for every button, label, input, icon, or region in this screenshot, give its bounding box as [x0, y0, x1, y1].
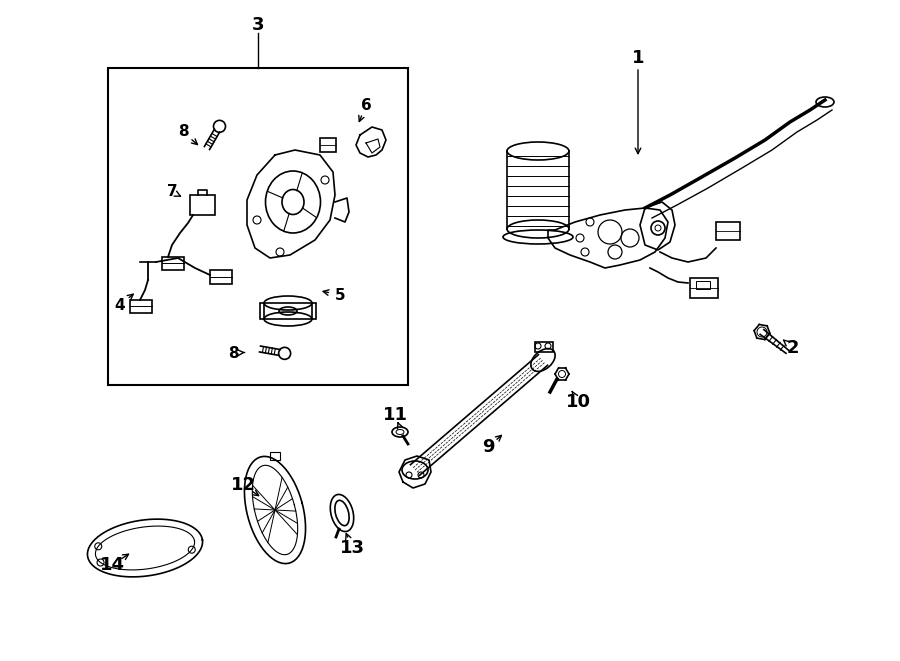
Text: 6: 6	[361, 98, 372, 112]
Text: 8: 8	[228, 346, 238, 360]
Text: 10: 10	[565, 393, 590, 411]
Bar	[162, 257, 184, 270]
Text: 5: 5	[335, 288, 346, 303]
Text: 3: 3	[252, 16, 265, 34]
Bar	[190, 195, 215, 215]
Bar	[260, 303, 316, 319]
Text: 7: 7	[166, 184, 177, 200]
Bar	[690, 278, 718, 298]
Text: 4: 4	[114, 297, 125, 313]
Text: 14: 14	[100, 556, 124, 574]
Text: 2: 2	[787, 339, 799, 357]
Text: 1: 1	[632, 49, 644, 67]
Bar	[210, 270, 232, 284]
Bar	[696, 281, 710, 289]
Bar	[535, 342, 553, 352]
Bar	[270, 452, 280, 460]
Text: 8: 8	[177, 124, 188, 139]
Bar	[130, 300, 152, 313]
Bar	[320, 138, 336, 152]
Text: 13: 13	[339, 539, 365, 557]
Text: 12: 12	[230, 476, 256, 494]
Text: 9: 9	[482, 438, 494, 456]
Bar	[108, 68, 408, 385]
Text: 11: 11	[382, 406, 408, 424]
Bar	[716, 222, 740, 240]
